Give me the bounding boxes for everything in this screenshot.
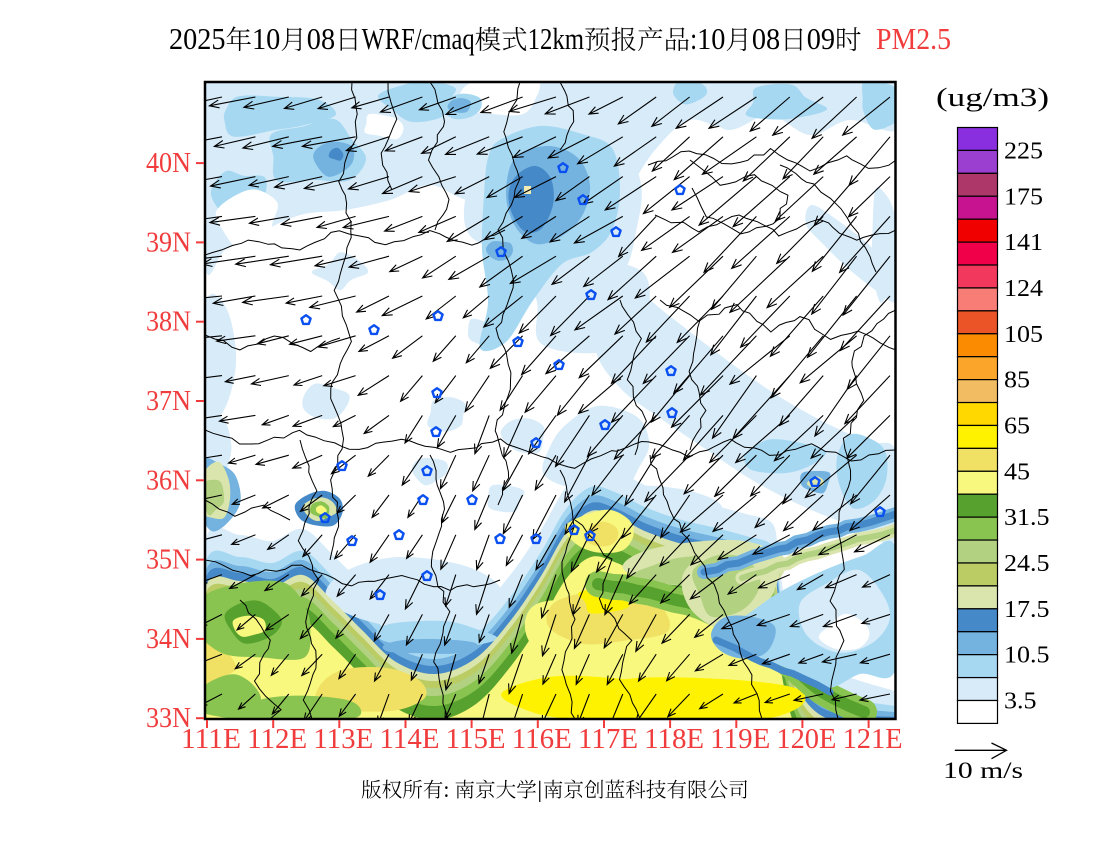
svg-text:141: 141 xyxy=(1004,230,1043,256)
svg-text:34N: 34N xyxy=(146,624,191,655)
svg-text:112E: 112E xyxy=(247,724,307,755)
svg-text:37N: 37N xyxy=(146,386,191,417)
svg-text:111E: 111E xyxy=(181,724,241,755)
svg-text:45: 45 xyxy=(1004,459,1030,485)
svg-text:08: 08 xyxy=(307,21,335,56)
svg-text:12km: 12km xyxy=(528,21,585,56)
svg-text:175: 175 xyxy=(1004,184,1043,210)
svg-text:105: 105 xyxy=(1004,322,1043,348)
svg-text:124: 124 xyxy=(1004,276,1043,302)
svg-text:120E: 120E xyxy=(776,724,836,755)
svg-text::: : xyxy=(443,777,449,802)
svg-text:31.5: 31.5 xyxy=(1004,505,1050,531)
svg-text:36N: 36N xyxy=(146,465,191,496)
svg-text:08: 08 xyxy=(752,21,780,56)
svg-text:85: 85 xyxy=(1004,368,1030,394)
svg-text:10 m/s: 10 m/s xyxy=(943,758,1023,783)
svg-text:10: 10 xyxy=(697,21,725,56)
svg-text:24.5: 24.5 xyxy=(1004,551,1050,577)
svg-text:115E: 115E xyxy=(446,724,506,755)
svg-text:10.5: 10.5 xyxy=(1004,643,1050,669)
svg-text:225: 225 xyxy=(1004,138,1043,164)
svg-text:17.5: 17.5 xyxy=(1004,597,1050,623)
svg-text:WRF/cmaq: WRF/cmaq xyxy=(362,21,475,56)
svg-text:113E: 113E xyxy=(313,724,373,755)
svg-text:|: | xyxy=(537,777,542,802)
svg-text:114E: 114E xyxy=(380,724,440,755)
svg-text:39N: 39N xyxy=(146,227,191,258)
svg-text:PM2.5: PM2.5 xyxy=(876,21,951,56)
svg-text:117E: 117E xyxy=(578,724,638,755)
svg-text:116E: 116E xyxy=(512,724,572,755)
svg-text:119E: 119E xyxy=(710,724,770,755)
svg-text:121E: 121E xyxy=(843,724,903,755)
svg-text:2025: 2025 xyxy=(169,21,226,56)
svg-text:09: 09 xyxy=(807,21,835,56)
svg-text:3.5: 3.5 xyxy=(1004,689,1037,715)
svg-text:118E: 118E xyxy=(644,724,704,755)
svg-text:33N: 33N xyxy=(146,703,191,734)
svg-text::: : xyxy=(690,21,697,56)
svg-text:40N: 40N xyxy=(146,148,191,179)
svg-text:65: 65 xyxy=(1004,414,1030,440)
svg-text:38N: 38N xyxy=(146,307,191,338)
svg-text:(ug/m3): (ug/m3) xyxy=(936,83,1049,112)
svg-text:10: 10 xyxy=(252,21,280,56)
svg-text:35N: 35N xyxy=(146,545,191,576)
